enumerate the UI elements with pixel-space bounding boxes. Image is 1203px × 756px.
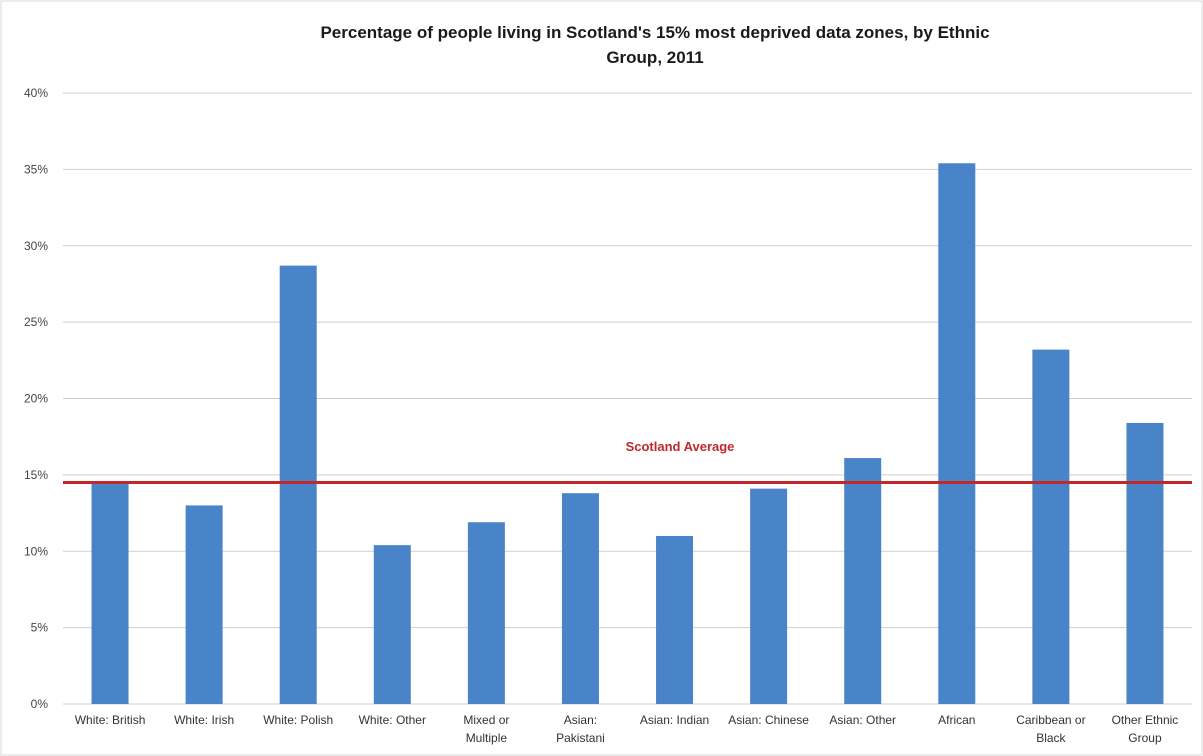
chart-title-line: Group, 2011 [606, 48, 703, 67]
bars [91, 163, 1164, 704]
bar [938, 163, 976, 704]
x-tick-label: Caribbean or [1016, 713, 1085, 727]
chart-title: Percentage of people living in Scotland'… [320, 23, 989, 67]
y-tick-label: 10% [24, 544, 48, 558]
bar [656, 535, 694, 704]
x-tick-label: White: Irish [174, 713, 234, 727]
x-tick-label: Asian: Chinese [728, 713, 809, 727]
y-tick-label: 35% [24, 162, 48, 176]
x-tick-label: White: Polish [263, 713, 333, 727]
x-tick-label: Multiple [466, 731, 508, 745]
x-tick-label: White: Other [359, 713, 426, 727]
x-tick-label: Black [1036, 731, 1066, 745]
scotland-average-label: Scotland Average [626, 439, 735, 454]
bar [561, 493, 599, 704]
y-axis-tick-labels: 0% 5% 10% 15% 20% 25% 30% 35% 40% [24, 86, 48, 711]
x-tick-label: Asian: Other [829, 713, 896, 727]
y-tick-label: 20% [24, 392, 48, 406]
bar [750, 488, 788, 704]
reference-line-group: Scotland Average [63, 439, 1192, 485]
bar [1126, 422, 1164, 704]
bar [467, 522, 505, 704]
bar [91, 484, 129, 704]
y-tick-label: 0% [31, 697, 49, 711]
bar [279, 265, 317, 704]
y-tick-label: 15% [24, 468, 48, 482]
x-tick-label: Asian: Indian [640, 713, 709, 727]
x-tick-label: Asian: [564, 713, 597, 727]
x-axis-tick-labels: White: British White: Irish White: Polish W… [75, 713, 1179, 745]
y-tick-label: 40% [24, 86, 48, 100]
bar [844, 458, 882, 704]
y-tick-label: 30% [24, 239, 48, 253]
x-tick-label: Pakistani [556, 731, 605, 745]
bar [373, 545, 411, 704]
x-tick-label: White: British [75, 713, 146, 727]
x-tick-label: Mixed or [463, 713, 509, 727]
y-tick-label: 5% [31, 621, 49, 635]
y-tick-label: 25% [24, 315, 48, 329]
x-tick-label: Group [1128, 731, 1162, 745]
gridlines [63, 92, 1192, 705]
chart-title-line: Percentage of people living in Scotland'… [320, 23, 989, 42]
bar [1032, 349, 1070, 704]
x-tick-label: African [938, 713, 975, 727]
x-tick-label: Other Ethnic [1112, 713, 1179, 727]
bar [185, 505, 223, 704]
